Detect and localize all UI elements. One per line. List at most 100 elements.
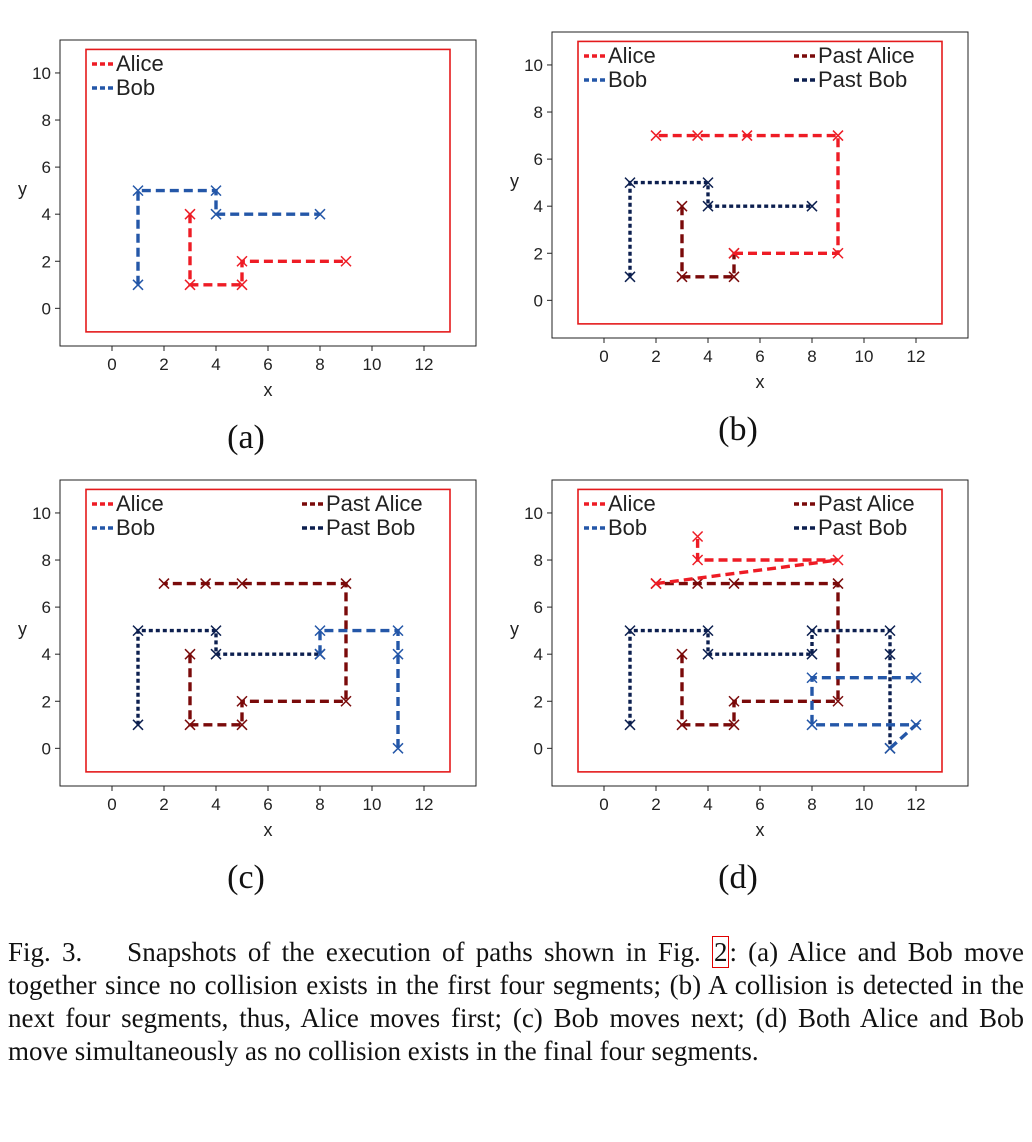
data-point-marker: [184, 279, 196, 291]
x-tick-label: 0: [599, 347, 608, 366]
plot-frame: [551, 479, 969, 787]
y-tick-label: 8: [42, 111, 51, 130]
data-point-marker: [692, 130, 704, 142]
data-point-marker: [184, 208, 196, 220]
data-point-marker: [832, 695, 844, 707]
data-point-marker: [340, 695, 352, 707]
y-tick-label: 8: [42, 551, 51, 570]
data-point-marker: [236, 279, 248, 291]
series-line: [628, 628, 892, 749]
y-tick-label: 0: [42, 739, 51, 758]
data-point-marker: [806, 719, 818, 731]
data-point-marker: [340, 578, 352, 590]
data-point-marker: [728, 695, 740, 707]
data-point-marker: [728, 271, 740, 283]
data-point-marker: [702, 177, 714, 189]
boundary-rect: [85, 48, 451, 333]
data-point-marker: [624, 177, 636, 189]
y-axis-label: y: [510, 171, 519, 191]
x-tick-label: 0: [107, 355, 116, 374]
y-tick-label: 2: [42, 252, 51, 271]
data-point-marker: [702, 200, 714, 212]
chart-panel-b: 0 2 4 6 8 10 12 0 2 4 6 8 10 x y Alice Bob Past Alice Past…: [500, 22, 990, 462]
data-point-marker: [132, 279, 144, 291]
data-point-marker: [692, 530, 704, 543]
x-tick-label: 12: [415, 355, 434, 374]
boundary-rect: [577, 488, 943, 773]
y-tick-label: 10: [524, 56, 543, 75]
y-tick-label: 4: [42, 205, 51, 224]
plot-frame: [59, 39, 477, 347]
data-point-marker: [702, 625, 714, 637]
y-tick-label: 6: [534, 598, 543, 617]
data-point-marker: [624, 625, 636, 637]
data-point-marker: [236, 695, 248, 707]
data-point-marker: [392, 625, 404, 637]
y-tick-label: 8: [534, 551, 543, 570]
data-point-marker: [676, 271, 688, 283]
data-point-marker: [340, 255, 352, 267]
x-tick-label: 10: [363, 355, 382, 374]
y-tick-label: 2: [534, 244, 543, 263]
boundary-rect: [85, 488, 451, 773]
boundary-rect: [577, 40, 943, 325]
y-axis-label: y: [18, 619, 27, 639]
data-point-marker: [236, 578, 248, 590]
data-point-marker: [884, 648, 896, 660]
x-tick-label: 6: [755, 347, 764, 366]
y-axis-label: y: [18, 179, 27, 199]
y-tick-label: 6: [42, 158, 51, 177]
data-point-marker: [132, 185, 144, 197]
legend-label-left: Bob: [116, 75, 155, 100]
panel-label: (c): [227, 859, 265, 896]
legend-label-right: Past Bob: [818, 67, 907, 92]
x-tick-label: 6: [263, 355, 272, 374]
y-tick-label: 4: [534, 645, 543, 664]
y-tick-label: 2: [534, 692, 543, 711]
x-tick-label: 6: [755, 795, 764, 814]
legend-label-right: Past Alice: [326, 491, 423, 516]
series-line: [656, 133, 840, 256]
y-tick-label: 0: [534, 739, 543, 758]
data-point-marker: [832, 130, 844, 142]
series-line: [164, 581, 348, 727]
data-point-marker: [806, 200, 818, 212]
data-point-marker: [132, 625, 144, 637]
x-tick-label: 4: [211, 355, 220, 374]
data-point-marker: [132, 719, 144, 731]
x-tick-label: 12: [907, 795, 926, 814]
panel-label: (a): [227, 419, 265, 456]
caption-fig-label: Fig. 3.: [8, 937, 83, 967]
data-point-marker: [884, 742, 896, 754]
series-line: [680, 206, 736, 279]
caption-figure-ref-link[interactable]: 2: [711, 936, 730, 968]
data-point-marker: [236, 255, 248, 267]
x-tick-label: 2: [651, 347, 660, 366]
caption-text-after: : (a) Alice and Bob move together since …: [8, 937, 1024, 1066]
x-axis-label: x: [756, 372, 765, 392]
x-tick-label: 12: [907, 347, 926, 366]
x-tick-label: 0: [599, 795, 608, 814]
data-point-marker: [806, 672, 818, 684]
plot-frame: [551, 31, 969, 339]
series-line: [655, 536, 839, 586]
x-axis-label: x: [756, 820, 765, 840]
data-point-marker: [392, 648, 404, 660]
data-point-marker: [676, 648, 688, 660]
data-point-marker: [650, 578, 662, 590]
x-tick-label: 2: [159, 355, 168, 374]
y-tick-label: 10: [32, 504, 51, 523]
x-tick-label: 8: [807, 347, 816, 366]
chart-panel-d: 0 2 4 6 8 10 12 0 2 4 6 8 10 x y Alice Bob Past Alice Past…: [500, 470, 990, 910]
y-tick-label: 10: [524, 504, 543, 523]
legend-label-right: Past Alice: [818, 43, 915, 68]
data-point-marker: [210, 648, 222, 660]
panel-label: (d): [718, 859, 758, 896]
chart-panel-c: 0 2 4 6 8 10 12 0 2 4 6 8 10 x y Alice Bob Past Alice Past…: [8, 470, 498, 910]
plot-frame: [59, 479, 477, 787]
data-point-marker: [910, 719, 922, 731]
data-point-marker: [624, 719, 636, 731]
caption-text-before: Snapshots of the execution of paths show…: [127, 937, 701, 967]
data-point-marker: [650, 130, 662, 142]
